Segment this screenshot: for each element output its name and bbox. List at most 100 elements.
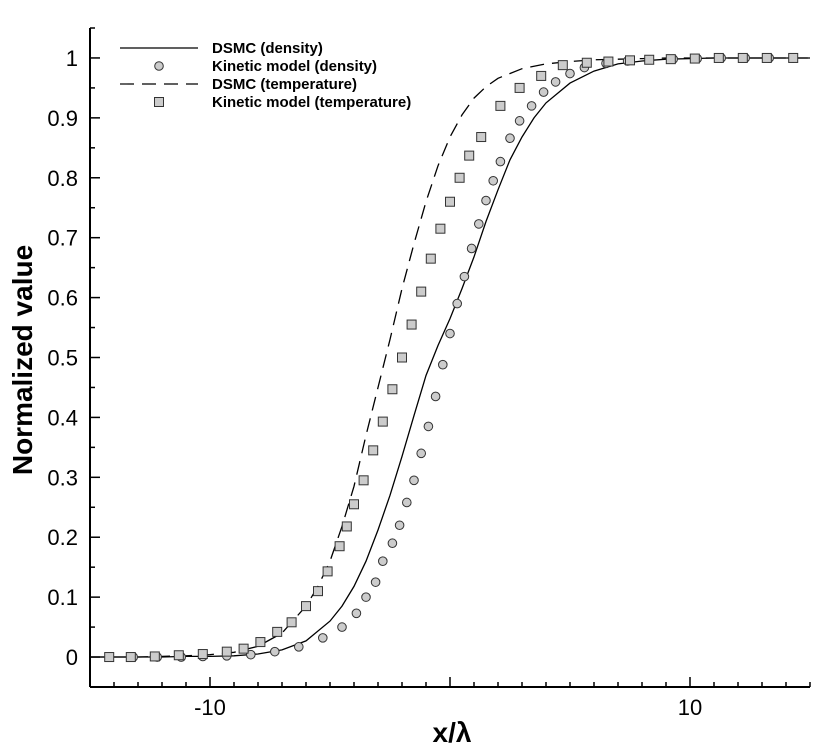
circle-marker	[318, 633, 328, 643]
circle-marker	[445, 328, 455, 339]
x-axis-title: x/λ	[433, 717, 472, 748]
square-marker	[387, 384, 398, 395]
legend-label: DSMC (density)	[212, 40, 323, 57]
x-axis: -10 10	[89, 677, 811, 720]
circle-marker	[495, 156, 506, 167]
x-tick-label: -10	[194, 695, 226, 720]
y-tick-label: 0.7	[47, 226, 78, 251]
square-marker	[349, 499, 359, 510]
x-tick-label: 10	[678, 695, 702, 720]
square-marker	[581, 57, 592, 68]
legend: DSMC (density)Kinetic model (density)DSM…	[120, 40, 411, 111]
square-marker	[603, 56, 614, 67]
circle-marker	[505, 133, 515, 144]
circle-marker	[438, 359, 448, 370]
plot-frame	[89, 28, 810, 688]
square-marker	[301, 601, 311, 612]
square-marker	[761, 52, 772, 63]
square-marker	[149, 651, 160, 662]
square-marker	[445, 196, 455, 207]
square-marker	[272, 626, 283, 637]
circle-marker	[466, 243, 477, 254]
square-marker	[416, 286, 427, 297]
square-marker	[644, 54, 655, 65]
circle-marker	[387, 538, 398, 549]
square-marker	[454, 172, 465, 183]
circle-marker	[514, 116, 525, 126]
square-marker	[377, 416, 388, 427]
square-marker	[665, 54, 676, 65]
series-lines	[90, 57, 810, 658]
square-marker	[625, 55, 635, 66]
circle-marker	[550, 77, 561, 87]
circle-marker	[409, 475, 419, 486]
square-marker	[514, 82, 525, 93]
square-marker	[255, 637, 266, 648]
circle-marker	[402, 497, 412, 508]
circle-marker	[474, 219, 484, 229]
square-marker	[368, 445, 379, 456]
square-marker	[104, 652, 115, 663]
series-line-0	[90, 57, 810, 658]
y-tick-label: 0	[66, 645, 78, 670]
y-axis: 0 0.1 0.2 0.3 0.4 0.5 0.6 0.7 0.8 0.9 1	[47, 27, 100, 688]
circle-marker	[246, 649, 256, 660]
y-axis-title: Normalized value	[7, 245, 38, 475]
legend-label: Kinetic model (density)	[212, 58, 377, 75]
circle-marker	[452, 298, 463, 309]
circle-marker	[337, 622, 347, 632]
square-marker	[788, 52, 799, 63]
y-tick-label: 0.6	[47, 286, 78, 311]
y-tick-label: 0.8	[47, 166, 78, 191]
circle-marker	[488, 175, 499, 186]
legend-label: Kinetic model (temperature)	[212, 94, 411, 111]
square-marker	[737, 52, 748, 63]
circle-marker	[565, 68, 575, 79]
square-marker	[313, 586, 323, 597]
circle-marker	[416, 448, 427, 459]
circle-marker	[394, 520, 405, 531]
circle-marker	[370, 577, 381, 587]
series-markers	[104, 52, 799, 663]
circle-marker	[351, 608, 362, 619]
square-marker	[406, 319, 417, 330]
y-tick-label: 0.5	[47, 346, 78, 371]
square-marker	[713, 52, 724, 63]
y-tick-label: 0.4	[47, 405, 78, 430]
circle-marker	[526, 101, 537, 111]
circle-marker	[423, 421, 434, 432]
circle-marker	[378, 556, 388, 566]
square-marker	[358, 475, 369, 486]
square-marker	[221, 646, 232, 657]
square-marker	[557, 60, 568, 71]
y-tick-label: 0.1	[47, 585, 78, 610]
square-marker	[435, 223, 446, 234]
y-tick-label: 0.2	[47, 525, 78, 550]
circle-marker	[459, 271, 470, 282]
series-line-2	[90, 57, 810, 658]
y-tick-label: 1	[66, 46, 78, 71]
square-marker	[197, 649, 208, 660]
y-tick-label: 0.3	[47, 465, 78, 490]
circle-marker	[270, 646, 280, 657]
legend-label: DSMC (temperature)	[212, 76, 357, 93]
circle-marker	[294, 642, 304, 652]
circle-marker	[538, 87, 549, 97]
circle-marker	[361, 592, 371, 602]
square-marker	[476, 132, 487, 143]
square-marker	[238, 643, 249, 654]
square-marker	[464, 150, 475, 161]
square-marker	[173, 650, 184, 661]
square-marker	[322, 566, 333, 577]
square-marker	[536, 70, 547, 81]
square-marker	[125, 652, 136, 663]
square-marker	[397, 352, 407, 363]
square-marker	[495, 100, 506, 111]
legend-swatch-circle	[154, 61, 164, 71]
y-tick-label: 0.9	[47, 106, 78, 131]
square-marker	[341, 521, 352, 532]
circle-marker	[481, 195, 491, 206]
square-marker	[425, 253, 436, 264]
legend-swatch-square	[154, 97, 164, 107]
